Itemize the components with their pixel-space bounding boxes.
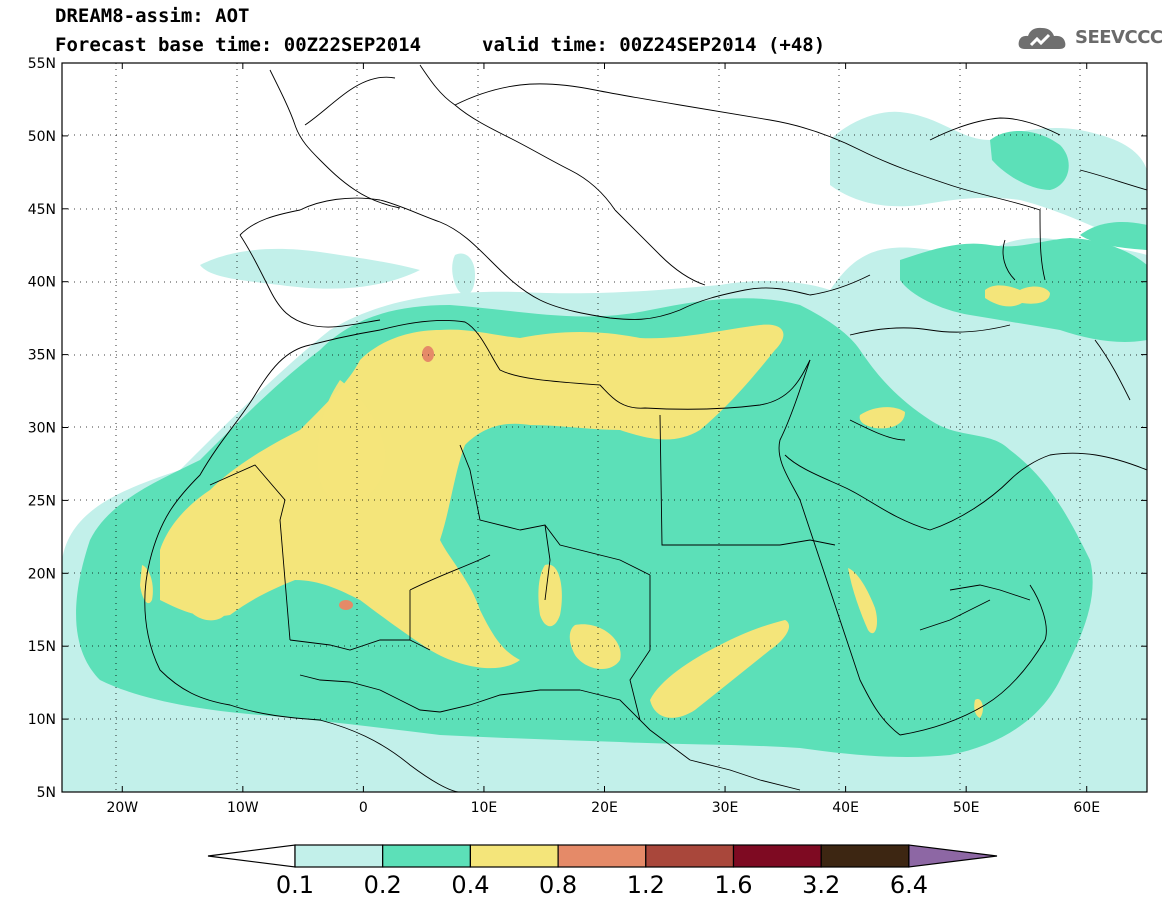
lat-label: 40N <box>28 275 56 291</box>
colorbar-swatch <box>382 844 472 868</box>
lat-label: 20N <box>28 566 56 582</box>
lat-label: 55N <box>28 56 56 72</box>
lat-label: 15N <box>28 639 56 655</box>
colorbar-swatch <box>557 844 647 868</box>
colorbar-label: 3.2 <box>802 871 840 899</box>
colorbar-swatch <box>820 844 910 868</box>
lon-label: 40E <box>832 800 859 816</box>
lat-label: 5N <box>37 785 56 801</box>
aot-0-4-field <box>140 285 1050 718</box>
cloud-icon <box>1018 27 1066 49</box>
map-title: DREAM8-assim: AOT <box>55 5 250 27</box>
logo-text: SEEVCCC <box>1075 27 1163 48</box>
colorbar-label: 0.8 <box>539 871 577 899</box>
colorbar-low-arrow <box>207 844 296 868</box>
graticule <box>62 63 1147 792</box>
colorbar-swatch <box>294 844 384 868</box>
base-time: Forecast base time: 00Z22SEP2014 <box>55 34 422 56</box>
lat-label: 45N <box>28 202 56 218</box>
lon-label: 50E <box>953 800 980 816</box>
colorbar-label: 6.4 <box>890 871 928 899</box>
lon-label: 10W <box>227 800 259 816</box>
seevccc-logo: SEEVCCC <box>1017 23 1163 53</box>
colorbar-label: 0.1 <box>276 871 314 899</box>
lat-label: 30N <box>28 421 56 437</box>
colorbar-label: 1.2 <box>627 871 665 899</box>
lat-label: 25N <box>28 493 56 509</box>
colorbar: 0.1 0.2 0.4 0.8 1.2 1.6 3.2 6.4 <box>207 844 998 899</box>
colorbar-swatch <box>645 844 735 868</box>
lat-label: 35N <box>28 348 56 364</box>
lon-label: 10E <box>471 800 498 816</box>
latitude-labels: 5N 10N 15N 20N 25N 30N 35N 40N 45N 50N 55N <box>28 56 56 801</box>
coastlines-borders <box>144 64 1147 792</box>
lon-label: 0 <box>359 800 368 816</box>
colorbar-label: 0.2 <box>364 871 402 899</box>
lat-label: 50N <box>28 129 56 145</box>
lon-label: 30E <box>712 800 739 816</box>
time-line: Forecast base time: 00Z22SEP2014 valid ti… <box>55 34 825 56</box>
colorbar-high-arrow <box>908 844 998 868</box>
colorbar-swatch <box>732 844 822 868</box>
aot-fields <box>62 111 1147 792</box>
colorbar-swatch <box>469 844 559 868</box>
longitude-labels: 20W 10W 0 10E 20E 30E 40E 50E 60E <box>106 800 1100 816</box>
lon-label: 60E <box>1073 800 1100 816</box>
axis-ticks <box>62 62 1147 793</box>
lon-label: 20W <box>106 800 138 816</box>
lat-label: 10N <box>28 712 56 728</box>
colorbar-label: 0.4 <box>451 871 489 899</box>
aot-0-8-field <box>339 346 434 610</box>
lon-label: 20E <box>591 800 618 816</box>
valid-time: valid time: 00Z24SEP2014 (+48) <box>482 34 826 56</box>
colorbar-label: 1.6 <box>714 871 752 899</box>
